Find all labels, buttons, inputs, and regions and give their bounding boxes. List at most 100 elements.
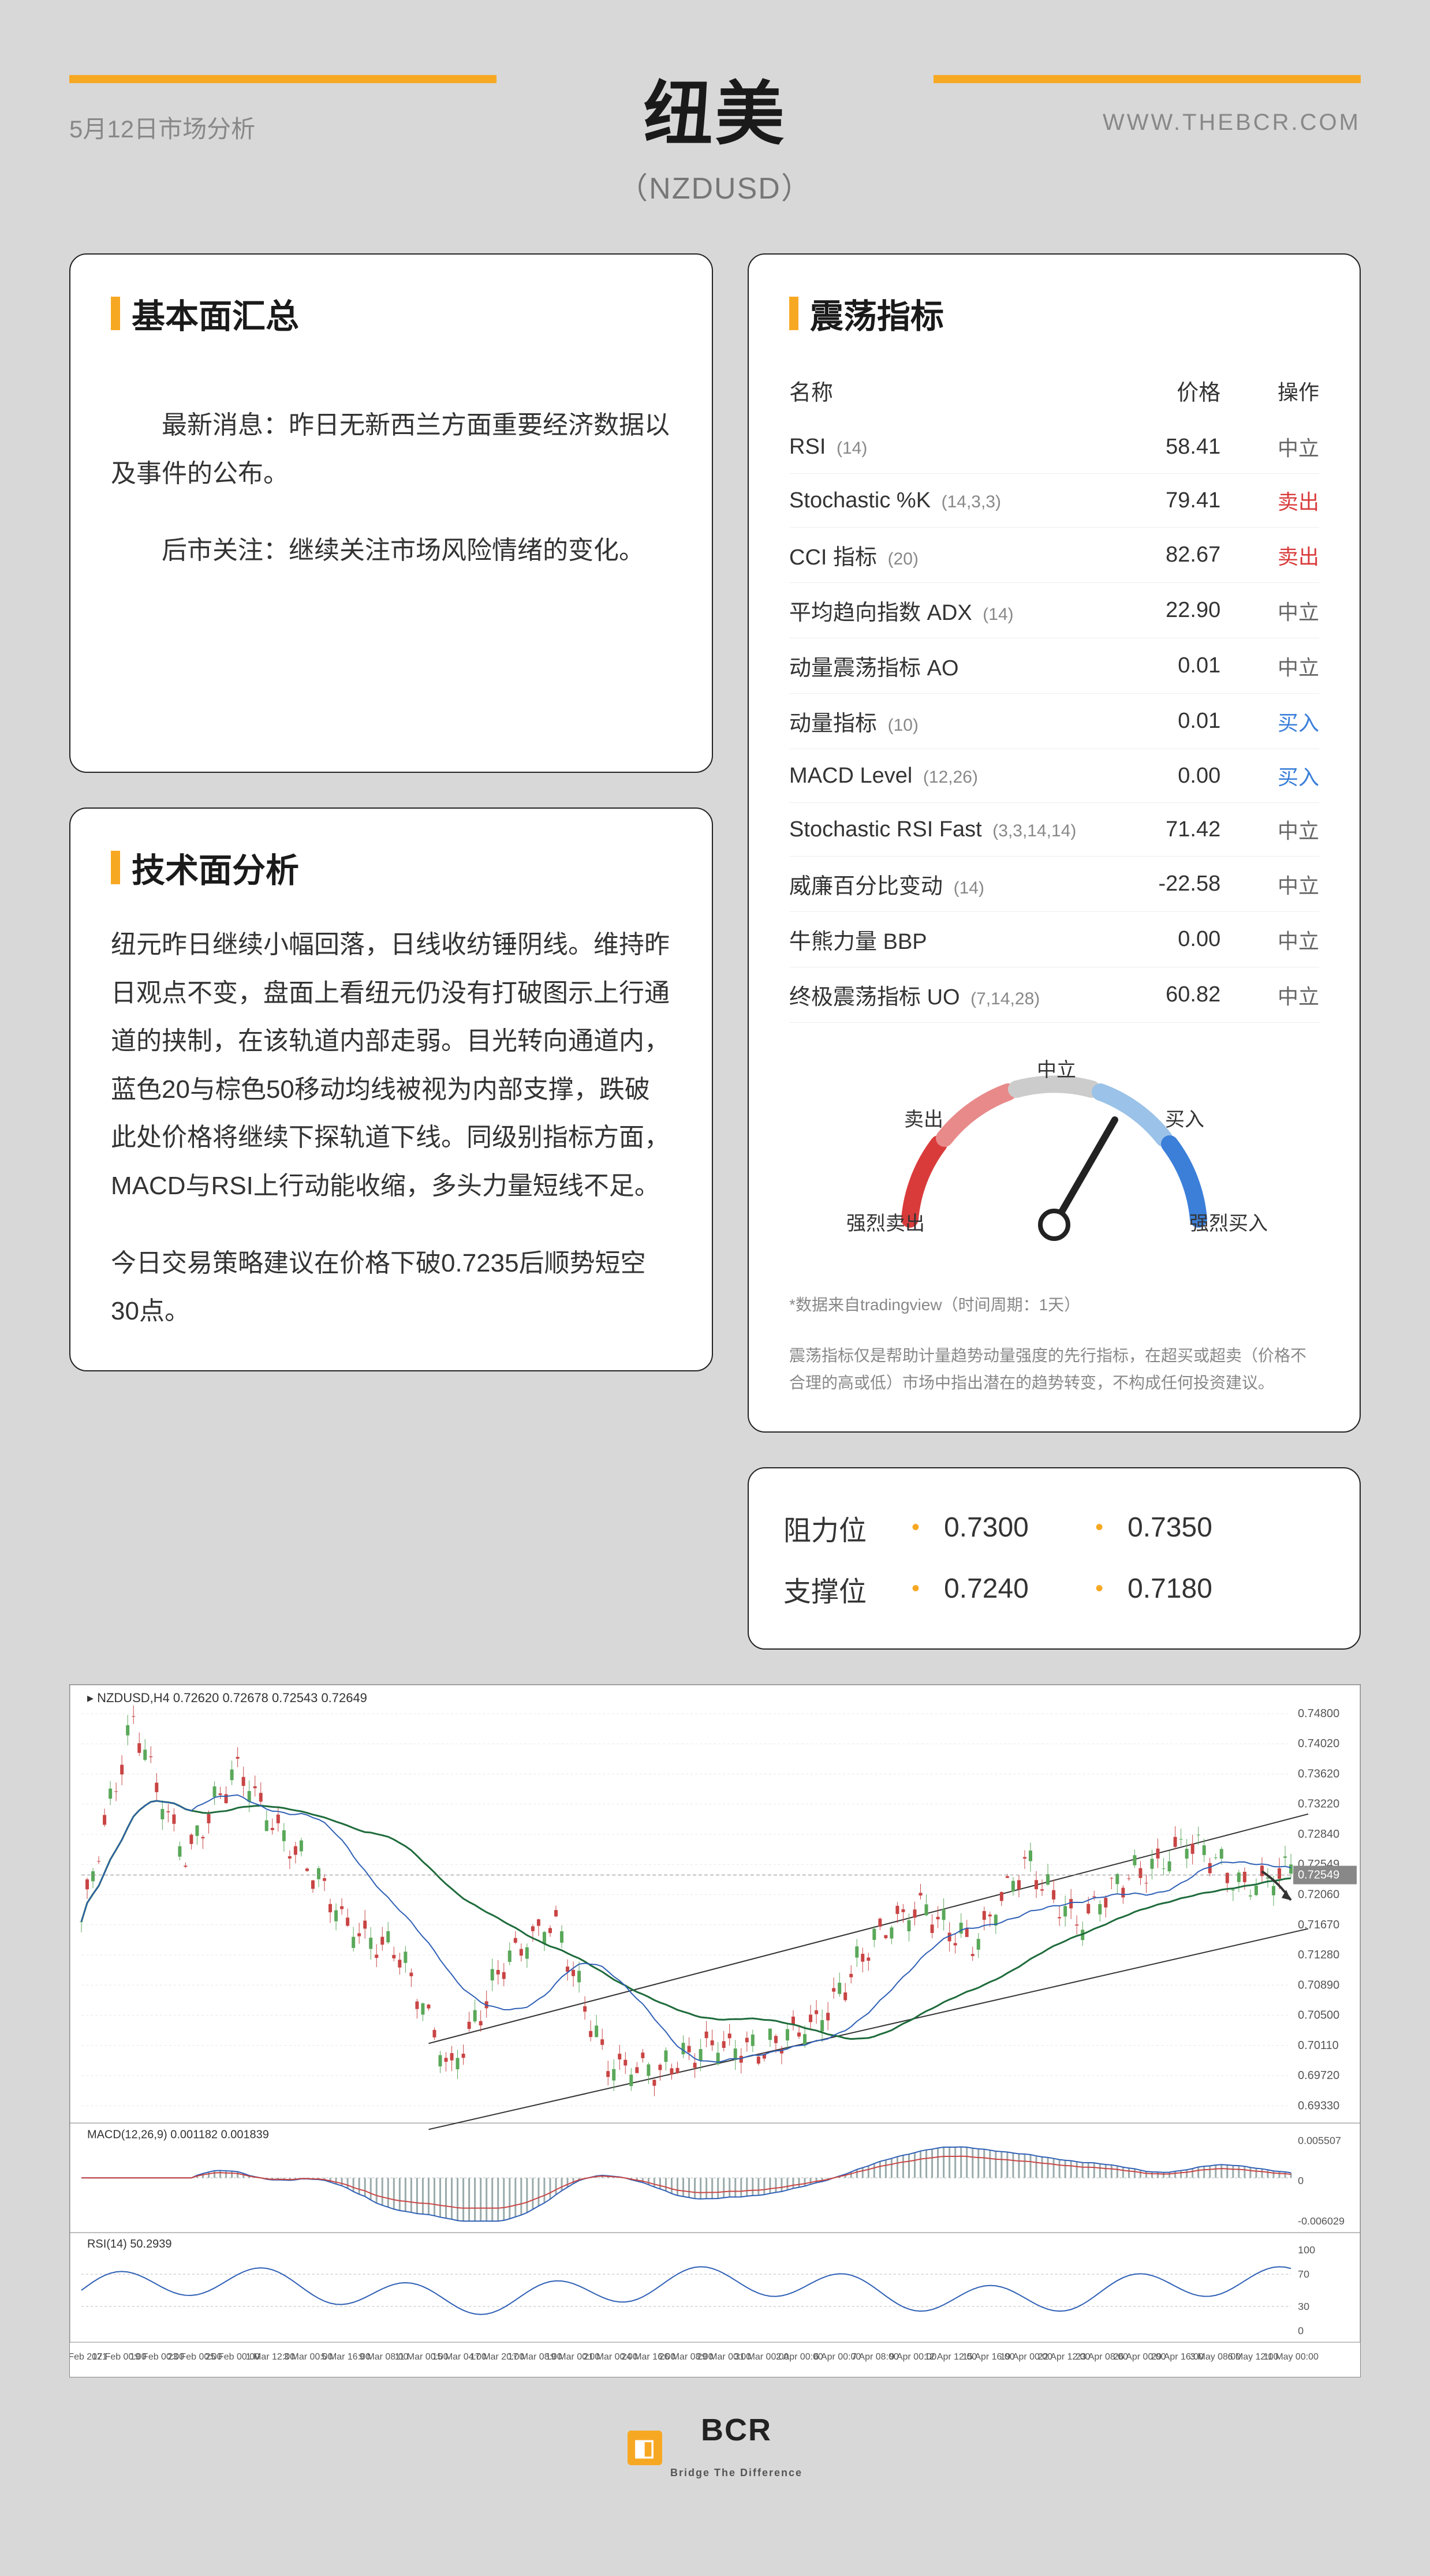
osc-name: 动量震荡指标 AO [789,650,1110,682]
footer-brand: BCR [701,2413,772,2447]
gauge-label-buy: 买入 [1165,1104,1204,1132]
osc-price: 79.41 [1110,488,1220,513]
technical-title: 技术面分析 [132,843,299,892]
svg-text:0.69720: 0.69720 [1298,2069,1339,2082]
osc-price: 22.90 [1110,598,1220,623]
resistance-2: 0.7350 [1127,1512,1254,1543]
fundamentals-card: 基本面汇总 最新消息：昨日无新西兰方面重要经济数据以及事件的公布。 后市关注：继… [69,253,713,773]
osc-name: MACD Level (12,26) [789,764,1110,788]
price-chart: ▸ NZDUSD,H4 0.72620 0.72678 0.72543 0.72… [69,1684,1361,2377]
osc-name: 牛熊力量 BBP [789,924,1110,955]
osc-name: 平均趋向指数 ADX (14) [789,595,1110,626]
disclaimer-2: 震荡指标仅是帮助计量趋势动量强度的先行指标，在超买或超卖（价格不合理的高或低）市… [789,1342,1319,1397]
oscillator-row: CCI 指标 (20)82.67卖出 [789,528,1319,583]
osc-name: 动量指标 (10) [789,705,1110,737]
svg-text:0.70500: 0.70500 [1298,2009,1339,2021]
gauge-label-neutral: 中立 [1037,1054,1076,1082]
date-label: 5月12日市场分析 [69,110,255,145]
oscillators-title: 震荡指标 [810,289,944,338]
oscillator-row: RSI (14)58.41中立 [789,420,1319,474]
oscillator-row: 平均趋向指数 ADX (14)22.90中立 [789,583,1319,638]
technical-card: 技术面分析 纽元昨日继续小幅回落，日线收纺锤阴线。维持昨日观点不变，盘面上看纽元… [69,807,713,1371]
osc-price: 58.41 [1110,435,1220,459]
page-header: 5月12日市场分析 WWW.THEBCR.COM 纽美 （NZDUSD） [0,0,1430,230]
support-1: 0.7240 [944,1573,1071,1605]
header-rule-right [934,75,1361,83]
footer-tagline: Bridge The Difference [670,2467,802,2478]
resistance-1: 0.7300 [944,1512,1071,1543]
osc-name: 终极震荡指标 UO (7,14,28) [789,979,1110,1011]
logo-icon: ◧ [628,2431,662,2465]
svg-text:100: 100 [1298,2244,1315,2256]
svg-text:0.70110: 0.70110 [1298,2039,1339,2052]
svg-text:0.73620: 0.73620 [1298,1767,1339,1780]
disclaimer-1: *数据来自tradingview（时间周期：1天） [789,1291,1319,1319]
support-row: 支撑位 • 0.7240 • 0.7180 [783,1558,1325,1620]
footer: ◧ BCR Bridge The Difference [0,2377,1430,2507]
technical-p1: 纽元昨日继续小幅回落，日线收纺锤阴线。维持昨日观点不变，盘面上看纽元仍没有打破图… [111,921,671,1210]
col-action: 操作 [1220,376,1319,406]
accent-bar [111,297,120,330]
svg-text:0.74800: 0.74800 [1298,1707,1339,1720]
header-rule-left [69,75,496,83]
oscillator-row: 终极震荡指标 UO (7,14,28)60.82中立 [789,967,1319,1023]
accent-bar [789,297,798,330]
oscillator-row: Stochastic RSI Fast (3,3,14,14)71.42中立 [789,803,1319,857]
oscillators-table: 名称 价格 操作 RSI (14)58.41中立Stochastic %K (1… [789,367,1319,1023]
accent-bar [111,851,120,884]
svg-text:30: 30 [1298,2301,1309,2312]
svg-text:0.73220: 0.73220 [1298,1798,1339,1811]
technical-p2: 今日交易策略建议在价格下破0.7235后顺势短空30点。 [111,1239,671,1336]
svg-text:11 May 00:00: 11 May 00:00 [1263,2352,1319,2362]
osc-action: 中立 [1220,651,1319,681]
osc-action: 中立 [1220,980,1319,1010]
page-subtitle: （NZDUSD） [69,164,1361,207]
bullet-icon: • [912,1515,920,1541]
col-price: 价格 [1110,375,1220,406]
col-name: 名称 [789,375,1110,406]
fundamentals-p2: 后市关注：继续关注市场风险情绪的变化。 [111,526,671,575]
svg-text:0.70890: 0.70890 [1298,1979,1339,1991]
oscillator-row: 牛熊力量 BBP 0.00中立 [789,912,1319,967]
svg-text:0.69330: 0.69330 [1298,2099,1339,2112]
osc-name: CCI 指标 (20) [789,539,1110,571]
oscillator-row: MACD Level (12,26)0.00买入 [789,749,1319,803]
osc-price: 82.67 [1110,543,1220,567]
osc-price: 71.42 [1110,817,1220,842]
osc-price: 0.01 [1110,653,1220,678]
svg-text:0.72840: 0.72840 [1298,1828,1339,1841]
svg-text:▸ NZDUSD,H4 0.72620 0.72678 0.: ▸ NZDUSD,H4 0.72620 0.72678 0.72543 0.72… [87,1691,367,1705]
oscillators-card: 震荡指标 名称 价格 操作 RSI (14)58.41中立Stochastic … [748,253,1361,1433]
osc-price: 0.00 [1110,927,1220,952]
gauge-label-sell: 卖出 [904,1104,943,1132]
bullet-icon: • [912,1576,920,1602]
osc-price: 0.00 [1110,764,1220,788]
support-label: 支撑位 [783,1569,887,1609]
oscillator-row: 动量指标 (10)0.01买入 [789,694,1319,749]
svg-text:-0.006029: -0.006029 [1298,2215,1345,2227]
fundamentals-title: 基本面汇总 [132,289,299,338]
osc-name: Stochastic %K (14,3,3) [789,488,1110,513]
svg-text:0: 0 [1298,2325,1304,2336]
osc-action: 中立 [1220,925,1319,955]
svg-text:0.71280: 0.71280 [1298,1949,1339,1961]
svg-text:70: 70 [1298,2268,1309,2280]
url-label: WWW.THEBCR.COM [1103,110,1361,136]
fundamentals-p1: 最新消息：昨日无新西兰方面重要经济数据以及事件的公布。 [111,401,671,498]
osc-action: 中立 [1220,432,1319,462]
levels-card: 阻力位 • 0.7300 • 0.7350 支撑位 • 0.7240 • 0.7… [748,1467,1361,1650]
page-title: 纽美 [69,58,1361,158]
svg-text:MACD(12,26,9) 0.001182 0.00183: MACD(12,26,9) 0.001182 0.001839 [87,2128,269,2141]
svg-text:0.74020: 0.74020 [1298,1737,1339,1750]
support-2: 0.7180 [1127,1573,1254,1605]
bullet-icon: • [1095,1515,1103,1541]
resistance-row: 阻力位 • 0.7300 • 0.7350 [783,1497,1325,1558]
bullet-icon: • [1095,1576,1103,1602]
svg-text:0: 0 [1298,2175,1304,2186]
osc-price: 0.01 [1110,709,1220,734]
osc-price: 60.82 [1110,982,1220,1007]
osc-action: 卖出 [1220,485,1319,515]
osc-name: RSI (14) [789,435,1110,459]
osc-action: 中立 [1220,869,1319,899]
oscillator-row: 动量震荡指标 AO 0.01中立 [789,638,1319,694]
